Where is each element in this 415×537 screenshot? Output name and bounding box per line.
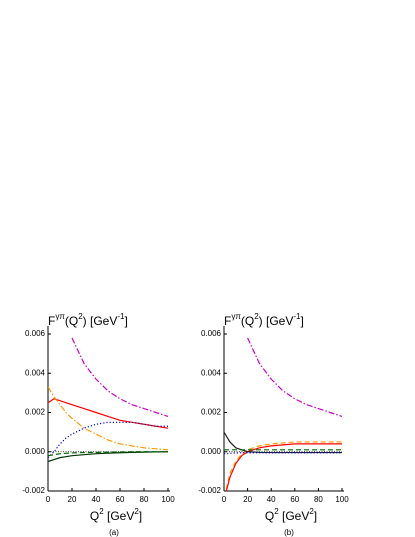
curve <box>48 386 169 451</box>
y-tick-label: 0.006 <box>201 329 222 338</box>
x-axis-label: Q2 [GeV2] <box>90 507 142 523</box>
y-tick-label: 0.004 <box>25 368 46 377</box>
superscript: 2 <box>274 507 279 516</box>
curve <box>48 451 168 457</box>
x-tick-label: 100 <box>335 495 349 504</box>
curve <box>225 443 342 491</box>
label-part: ) [GeV <box>83 314 118 328</box>
label-part: F <box>224 314 231 328</box>
panel: -0.002 0.000 0.002 0.004 0.006 0 20 40 60 80 100 Fγ… <box>22 312 175 537</box>
label-part: Q <box>90 509 99 523</box>
y-tick-label: 0.006 <box>25 329 46 338</box>
superscript: 2 <box>309 507 314 516</box>
label-part: ) [GeV <box>259 314 294 328</box>
curve <box>224 431 342 454</box>
x-tick-label: 40 <box>92 495 101 504</box>
curve <box>225 441 342 490</box>
x-tick-label: 60 <box>290 495 299 504</box>
superscript: γπ <box>231 312 241 321</box>
panel-label: (b) <box>284 528 294 537</box>
x-tick-label: 80 <box>140 495 149 504</box>
label-part: ] <box>124 314 127 328</box>
y-tick-label: -0.002 <box>198 486 221 495</box>
label-part: F <box>48 314 55 328</box>
x-axis-label: Q2 [GeV2] <box>265 507 317 523</box>
superscript: -1 <box>293 312 301 321</box>
superscript: γπ <box>55 312 65 321</box>
x-tick-label: 0 <box>222 495 227 504</box>
x-tick-label: 20 <box>243 495 252 504</box>
x-tick-label: 60 <box>116 495 125 504</box>
superscript: 2 <box>99 507 104 516</box>
x-tick-label: 80 <box>314 495 323 504</box>
panel: -0.002 0.000 0.002 0.004 0.006 0 20 40 60 80 100 Fγ… <box>198 312 349 537</box>
y-tick-label: 0.000 <box>201 447 222 456</box>
label-part: [GeV <box>104 509 135 523</box>
y-tick-label: 0.002 <box>201 408 222 417</box>
panel-label: (a) <box>109 528 119 537</box>
label-part: [GeV <box>279 509 310 523</box>
label-part: Q <box>265 509 274 523</box>
x-tick-label: 40 <box>267 495 276 504</box>
y-tick-label: 0.000 <box>25 447 46 456</box>
y-tick-label: -0.002 <box>22 486 45 495</box>
superscript: 2 <box>134 507 139 516</box>
superscript: -1 <box>117 312 125 321</box>
curve <box>224 452 342 455</box>
curve <box>48 398 169 429</box>
superscript: 2 <box>78 312 83 321</box>
label-part: (Q <box>241 314 254 328</box>
y-axis-label: Fγπ(Q2) [GeV-1] <box>224 312 304 328</box>
x-tick-label: 100 <box>161 495 175 504</box>
y-axis-label: Fγπ(Q2) [GeV-1] <box>48 312 128 328</box>
curve <box>247 337 343 417</box>
y-tick-label: 0.004 <box>201 368 222 377</box>
superscript: 2 <box>254 312 259 321</box>
label-part: ] <box>300 314 303 328</box>
curve <box>71 337 169 418</box>
x-tick-label: 20 <box>68 495 77 504</box>
label-part: ] <box>139 509 142 523</box>
label-part: (Q <box>65 314 78 328</box>
label-part: ] <box>314 509 317 523</box>
y-tick-label: 0.002 <box>25 408 46 417</box>
x-tick-label: 0 <box>46 495 51 504</box>
